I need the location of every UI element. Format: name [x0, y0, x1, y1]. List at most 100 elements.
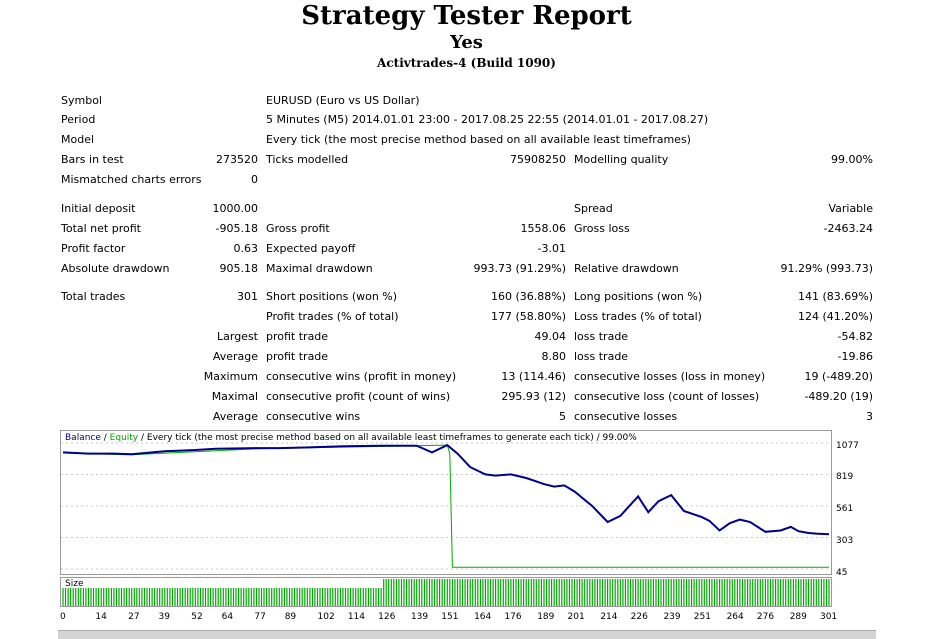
balance-chart: Balance / Equity / Every tick (the most …: [60, 430, 832, 575]
y-tick: 303: [836, 536, 854, 546]
value-ticks-modelled: 75908250: [510, 153, 566, 166]
value-avg-consec-wins: 5: [559, 410, 566, 423]
label-consec-loss-count: consecutive loss (count of losses): [574, 390, 760, 403]
x-tick: 114: [347, 612, 366, 622]
label-consec-losses: consecutive losses: [574, 410, 678, 423]
legend-description: / Every tick (the most precise method ba…: [138, 433, 637, 443]
table-header-strip: [58, 630, 876, 639]
value-total-trades: 301: [237, 290, 258, 303]
label-spread: Spread: [574, 202, 613, 215]
balance-line: [62, 443, 830, 536]
report-title: Strategy Tester Report: [301, 1, 632, 31]
y-tick: 819: [836, 472, 854, 482]
value-maximal-drawdown: 993.73 (91.29%): [473, 262, 566, 275]
label-symbol: Symbol: [61, 94, 102, 107]
value-max-consec-wins: 13 (114.46): [501, 370, 566, 383]
x-tick: 126: [378, 612, 396, 622]
value-profit-factor: 0.63: [233, 242, 259, 255]
legend-equity: Equity: [109, 433, 139, 443]
report-build: Activtrades-4 (Build 1090): [377, 56, 556, 70]
value-maximal-consec-profit: 295.93 (12): [501, 390, 566, 403]
legend-balance: Balance: [65, 433, 101, 443]
size-chart: Size: [60, 577, 832, 607]
y-axis: 1077 819 561 303 45: [832, 430, 892, 578]
value-average-loss: -19.86: [837, 350, 873, 363]
value-loss-trades: 124 (41.20%): [797, 310, 873, 323]
x-tick: 0: [60, 612, 66, 622]
label-gross-loss: Gross loss: [574, 222, 630, 235]
value-gross-profit: 1558.06: [520, 222, 567, 235]
y-tick: 45: [836, 568, 848, 578]
value-total-net-profit: -905.18: [215, 222, 258, 235]
x-tick: 251: [693, 612, 711, 622]
x-tick: 77: [254, 612, 266, 622]
value-largest-loss: -54.82: [837, 330, 873, 343]
label-average: Average: [212, 350, 258, 363]
value-avg-consec-losses: 3: [866, 410, 873, 423]
report-subtitle: Yes: [450, 32, 483, 53]
value-long-positions: 141 (83.69%): [797, 290, 873, 303]
label-largest-profit-trade: profit trade: [266, 330, 329, 343]
x-tick: 201: [567, 612, 585, 622]
label-profit-factor: Profit factor: [61, 242, 126, 255]
x-tick: 289: [789, 612, 807, 622]
value-mismatched: 0: [251, 173, 258, 186]
label-consec-wins-money: consecutive wins (profit in money): [266, 370, 457, 383]
label-total-trades: Total trades: [61, 290, 126, 303]
value-max-consec-losses: 19 (-489.20): [804, 370, 873, 383]
x-tick: 164: [474, 612, 492, 622]
label-period: Period: [61, 113, 96, 126]
x-tick: 64: [221, 612, 234, 622]
value-bars-in-test: 273520: [216, 153, 258, 166]
label-model: Model: [61, 133, 95, 146]
x-tick: 189: [537, 612, 555, 622]
label-average-profit-trade: profit trade: [266, 350, 329, 363]
value-absolute-drawdown: 905.18: [219, 262, 259, 275]
value-largest-profit: 49.04: [534, 330, 567, 343]
balance-chart-plot: [61, 442, 831, 570]
value-period: 5 Minutes (M5) 2014.01.01 23:00 - 2017.0…: [266, 113, 709, 126]
x-tick: 214: [600, 612, 618, 622]
x-tick: 264: [726, 612, 744, 622]
y-tick: 561: [836, 504, 854, 514]
value-model: Every tick (the most precise method base…: [266, 133, 691, 146]
label-average-loss-trade: loss trade: [574, 350, 629, 363]
x-tick: 89: [284, 612, 297, 622]
label-maximal-drawdown: Maximal drawdown: [266, 262, 373, 275]
label-gross-profit: Gross profit: [266, 222, 330, 235]
label-ticks-modelled: Ticks modelled: [266, 153, 349, 166]
label-relative-drawdown: Relative drawdown: [574, 262, 679, 275]
label-consec-losses-money: consecutive losses (loss in money): [574, 370, 766, 383]
label-maximum: Maximum: [203, 370, 258, 383]
value-maximal-consec-loss: -489.20 (19): [804, 390, 873, 403]
label-maximal: Maximal: [211, 390, 258, 403]
y-tick: 1077: [836, 441, 859, 451]
x-tick: 176: [504, 612, 522, 622]
value-profit-trades: 177 (58.80%): [490, 310, 566, 323]
x-tick: 276: [756, 612, 775, 622]
x-tick: 52: [191, 612, 203, 622]
x-tick: 102: [317, 612, 335, 622]
value-spread: Variable: [828, 202, 873, 215]
x-tick: 139: [410, 612, 429, 622]
value-expected-payoff: -3.01: [537, 242, 566, 255]
value-short-positions: 160 (36.88%): [490, 290, 566, 303]
value-average-profit: 8.80: [541, 350, 567, 363]
label-loss-trades: Loss trades (% of total): [574, 310, 702, 323]
value-gross-loss: -2463.24: [823, 222, 873, 235]
x-tick: 27: [128, 612, 140, 622]
x-tick: 239: [663, 612, 681, 622]
value-relative-drawdown: 91.29% (993.73): [780, 262, 873, 275]
label-initial-deposit: Initial deposit: [61, 202, 136, 215]
x-tick: 151: [441, 612, 459, 622]
value-initial-deposit: 1000.00: [212, 202, 259, 215]
label-short-positions: Short positions (won %): [266, 290, 398, 303]
label-modelling-quality: Modelling quality: [574, 153, 669, 166]
size-chart-plot: [62, 579, 830, 606]
x-tick: 39: [158, 612, 170, 622]
x-tick: 301: [820, 612, 838, 622]
label-consec-profit-count: consecutive profit (count of wins): [266, 390, 451, 403]
chart-legend: Balance / Equity / Every tick (the most …: [65, 433, 637, 444]
legend-sep: /: [100, 433, 110, 443]
label-absolute-drawdown: Absolute drawdown: [61, 262, 170, 275]
